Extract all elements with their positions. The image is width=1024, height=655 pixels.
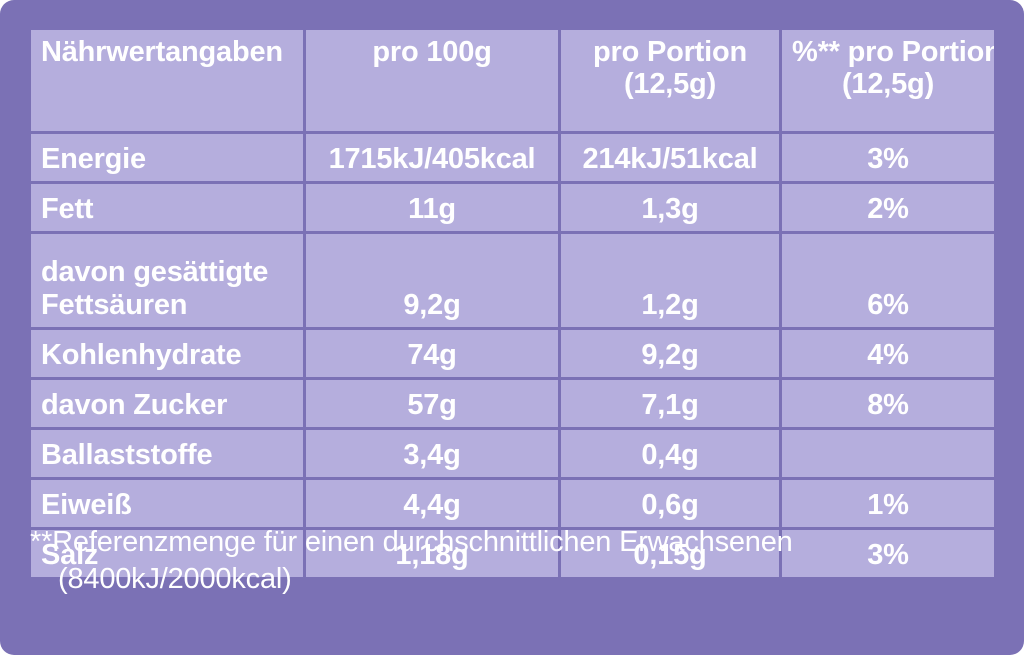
footnote-line-1: **Referenzmenge für einen durchschnittli…: [30, 526, 793, 558]
table-row: Energie 1715kJ/405kcal 214kJ/51kcal 3%: [31, 134, 994, 181]
cell-percent-portion: 1%: [782, 480, 994, 527]
cell-per-portion: 1,2g: [561, 234, 779, 327]
row-label: Kohlenhydrate: [31, 330, 303, 377]
row-label: davon gesättigte Fettsäuren: [31, 234, 303, 327]
table-row: davon Zucker 57g 7,1g 8%: [31, 380, 994, 427]
row-label-line-2: Fettsäuren: [41, 288, 188, 321]
cell-per-portion: 214kJ/51kcal: [561, 134, 779, 181]
cell-per-portion: 7,1g: [561, 380, 779, 427]
cell-percent-portion: 3%: [782, 134, 994, 181]
cell-per-portion: 0,6g: [561, 480, 779, 527]
row-label: davon Zucker: [31, 380, 303, 427]
footnote-line-2: (8400kJ/2000kcal): [58, 563, 292, 596]
column-header-per-100g: pro 100g: [306, 30, 558, 131]
cell-per-portion: 1,3g: [561, 184, 779, 231]
cell-per-100g: 74g: [306, 330, 558, 377]
cell-per-100g: 57g: [306, 380, 558, 427]
table-body: Energie 1715kJ/405kcal 214kJ/51kcal 3% Fett 1…: [31, 134, 994, 577]
cell-per-100g: 1,18g: [306, 530, 558, 577]
row-label-line-1: Salz: [41, 538, 99, 571]
table-row: Fett 11g 1,3g 2%: [31, 184, 994, 231]
nutrition-table: Nährwertangaben pro 100g pro Portion (12…: [28, 27, 997, 580]
row-label: Fett: [31, 184, 303, 231]
cell-percent-portion: [782, 430, 994, 477]
table-row: davon gesättigte Fettsäuren 9,2g 1,2g 6%: [31, 234, 994, 327]
cell-percent-portion: 8%: [782, 380, 994, 427]
cell-per-100g: 1715kJ/405kcal: [306, 134, 558, 181]
cell-percent-portion: 4%: [782, 330, 994, 377]
column-header-per-portion-line2: (12,5g): [623, 68, 717, 101]
column-header-per-portion-line1: pro Portion: [592, 36, 748, 68]
row-label: Ballaststoffe: [31, 430, 303, 477]
column-header-nutrient: Nährwertangaben: [31, 30, 303, 131]
row-label: Eiweiß: [31, 480, 303, 527]
cell-percent-portion: 3%: [782, 530, 994, 577]
row-label-line-1: Kohlenhydrate: [41, 338, 242, 371]
row-label: Salz: [31, 530, 303, 577]
column-header-percent-portion: %** pro Portion (12,5g): [782, 30, 994, 131]
row-label-line-1: davon Zucker: [41, 388, 228, 421]
cell-per-portion: 9,2g: [561, 330, 779, 377]
cell-per-100g: 9,2g: [306, 234, 558, 327]
table-row: Eiweiß 4,4g 0,6g 1%: [31, 480, 994, 527]
table-header-row: Nährwertangaben pro 100g pro Portion (12…: [31, 30, 994, 131]
footnote: **Referenzmenge für einen durchschnittli…: [30, 524, 990, 598]
table-row: Ballaststoffe 3,4g 0,4g: [31, 430, 994, 477]
row-label-line-1: Eiweiß: [41, 488, 132, 521]
cell-per-100g: 3,4g: [306, 430, 558, 477]
row-label-line-1: Energie: [41, 142, 146, 175]
row-label-line-1: Ballaststoffe: [41, 438, 213, 471]
cell-percent-portion: 6%: [782, 234, 994, 327]
cell-percent-portion: 2%: [782, 184, 994, 231]
cell-per-100g: 4,4g: [306, 480, 558, 527]
row-label: Energie: [31, 134, 303, 181]
row-label-line-1: davon gesättigte: [41, 256, 269, 289]
column-header-percent-portion-line1: %** pro Portion: [792, 36, 994, 68]
cell-per-100g: 11g: [306, 184, 558, 231]
column-header-percent-portion-line2: (12,5g): [841, 68, 935, 101]
table-header: Nährwertangaben pro 100g pro Portion (12…: [31, 30, 994, 131]
row-label-line-1: Fett: [41, 192, 94, 225]
column-header-per-portion: pro Portion (12,5g): [561, 30, 779, 131]
cell-per-portion: 0,15g: [561, 530, 779, 577]
table-row: Kohlenhydrate 74g 9,2g 4%: [31, 330, 994, 377]
table-row: Salz 1,18g 0,15g 3%: [31, 530, 994, 577]
cell-per-portion: 0,4g: [561, 430, 779, 477]
